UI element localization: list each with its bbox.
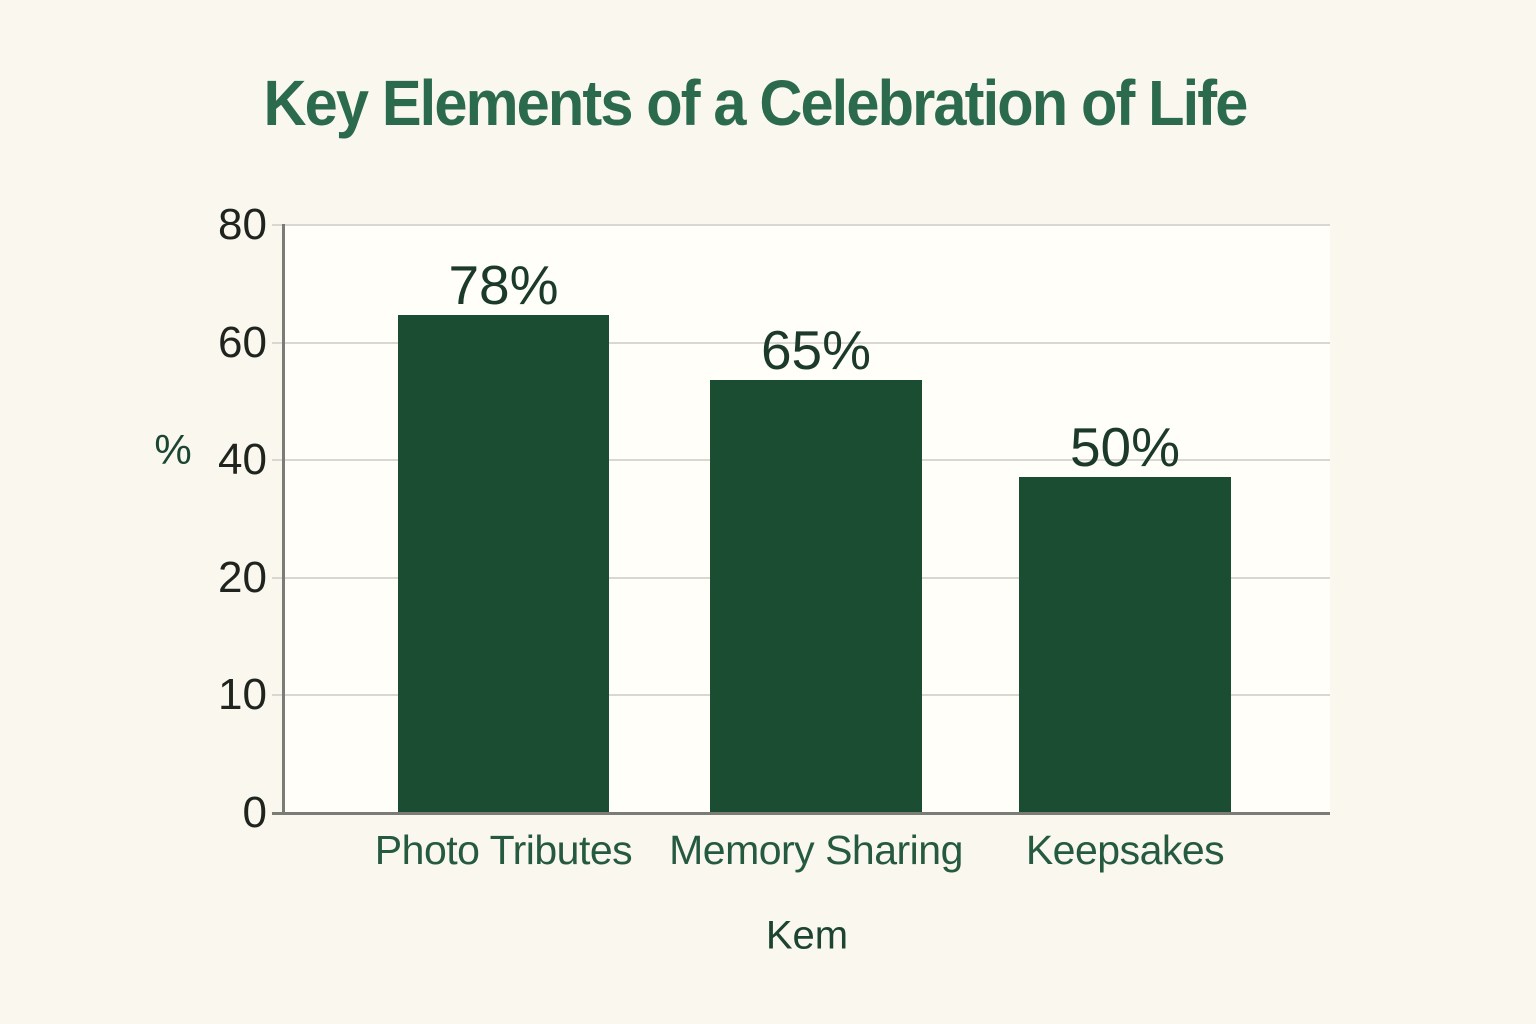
bar-value-label: 65% [760,319,872,381]
y-tick-label-40: 40 [218,435,267,484]
y-axis-title: % [154,426,192,473]
bar-photo-tributes [398,315,609,813]
gridline-80 [272,224,1330,226]
y-tick-label-80: 80 [218,200,267,249]
bar-value-label: 50% [1069,416,1181,478]
bar-group-keepsakes: 50% Keepsakes [1019,225,1231,871]
bar-value-label: 78% [448,254,559,316]
y-axis-line [282,224,285,815]
x-axis-line [272,812,1330,815]
y-tick-label-20: 20 [218,553,267,602]
bar-group-photo-tributes: 78% Photo Tributes [375,225,633,871]
category-label: Memory Sharing [669,827,963,873]
y-tick-label-10: 10 [218,670,267,719]
y-tick-label-0: 0 [242,788,267,837]
chart-title: Key Elements of a Celebration of Life [263,67,1249,139]
bar-group-memory-sharing: 65% Memory Sharing [669,225,963,871]
category-label: Photo Tributes [374,827,633,873]
gridline-60 [272,342,1330,344]
x-axis-title: Kem [765,913,849,958]
y-tick-label-60: 60 [218,318,267,367]
bar-memory-sharing [710,380,922,813]
category-label: Keepsakes [1025,827,1225,873]
bar-keepsakes [1019,477,1231,813]
